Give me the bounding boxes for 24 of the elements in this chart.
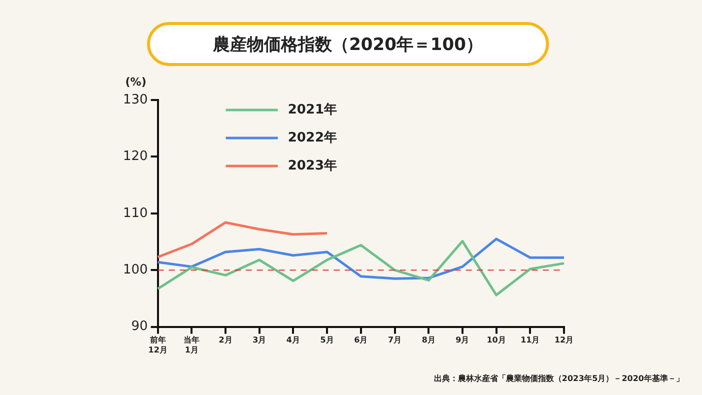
y-tick-label: 90	[131, 319, 148, 334]
x-tick-label: 6月	[354, 336, 368, 345]
x-tick-label: 5月	[320, 336, 334, 345]
x-tick-label: 7月	[388, 336, 402, 345]
y-axis-title: (%)	[125, 75, 146, 88]
x-tick-label: 9月	[456, 336, 470, 345]
legend-label: 2023年	[288, 158, 337, 174]
x-tick-label: 前年 12月	[148, 336, 168, 354]
y-tick-label: 100	[122, 262, 148, 278]
x-tick-label: 4月	[286, 336, 300, 345]
x-tick-label: 11月	[520, 336, 540, 345]
x-tick-label: 10月	[486, 336, 506, 345]
y-tick-label: 110	[122, 206, 148, 221]
y-tick-label: 130	[122, 92, 148, 108]
legend-label: 2022年	[288, 130, 337, 146]
x-tick-label: 3月	[252, 336, 266, 345]
chart-title: 農産物価格指数（2020年＝100）	[147, 22, 549, 66]
x-tick-label: 当年 1月	[184, 336, 200, 354]
x-tick-label: 8月	[422, 336, 436, 345]
legend-label: 2021年	[288, 102, 337, 118]
y-tick-label: 120	[122, 149, 148, 164]
x-tick-label: 12月	[554, 336, 574, 345]
source-note: 出典：農林水産省「農業物価指数（2023年5月）－2020年基準－」	[434, 373, 684, 383]
x-tick-label: 2月	[218, 336, 232, 345]
